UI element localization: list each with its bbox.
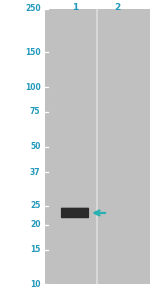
Text: 10: 10 [30, 280, 40, 289]
Text: 1: 1 [72, 3, 78, 12]
Text: 15: 15 [30, 245, 40, 254]
Text: 25: 25 [30, 201, 40, 210]
Text: 2: 2 [114, 3, 120, 12]
Bar [45, 9, 150, 284]
Text: 250: 250 [25, 4, 40, 13]
Text: 37: 37 [30, 168, 40, 177]
Text: 75: 75 [30, 107, 40, 116]
Text: 50: 50 [30, 142, 40, 151]
Text: 20: 20 [30, 220, 40, 229]
Text: 150: 150 [25, 48, 40, 57]
Text: 100: 100 [25, 83, 40, 92]
Bar [96, 9, 98, 284]
FancyBboxPatch shape [61, 208, 89, 218]
